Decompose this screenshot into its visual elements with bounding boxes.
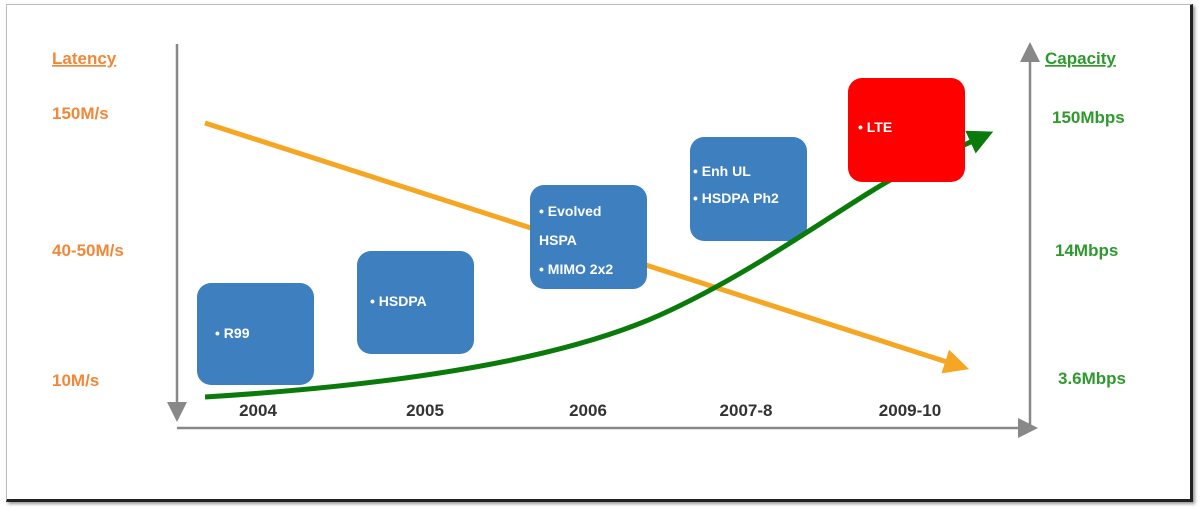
- svg-text:• Evolved: • Evolved: [539, 203, 601, 219]
- year-label-2004: 2004: [239, 401, 277, 420]
- box-r99: • R99: [197, 283, 314, 385]
- latency-label-10: 10M/s: [52, 371, 99, 390]
- latency-label-40-50: 40-50M/s: [52, 241, 124, 260]
- box-enh-ul: • Enh UL • HSDPA Ph2: [690, 137, 807, 241]
- box-hsdpa: • HSDPA: [357, 251, 474, 354]
- svg-text:HSPA: HSPA: [539, 232, 577, 248]
- box-evolved-hspa: • Evolved HSPA • MIMO 2x2: [530, 185, 647, 289]
- capacity-label-14: 14Mbps: [1055, 241, 1118, 260]
- year-label-2005: 2005: [406, 401, 444, 420]
- capacity-label-150: 150Mbps: [1052, 108, 1125, 127]
- svg-text:• HSDPA: • HSDPA: [370, 293, 427, 309]
- svg-text:• MIMO 2x2: • MIMO 2x2: [539, 261, 613, 277]
- latency-label-150: 150M/s: [52, 104, 109, 123]
- svg-text:• LTE: • LTE: [858, 119, 892, 135]
- box-lte: • LTE: [848, 78, 965, 182]
- year-label-2007-8: 2007-8: [720, 401, 773, 420]
- capacity-axis-title: Capacity: [1045, 49, 1116, 68]
- latency-axis-title: Latency: [52, 49, 117, 68]
- year-label-2006: 2006: [569, 401, 607, 420]
- capacity-trend-arrow: [204, 130, 994, 400]
- capacity-label-3-6: 3.6Mbps: [1058, 369, 1126, 388]
- svg-text:• HSDPA Ph2: • HSDPA Ph2: [693, 190, 779, 206]
- year-label-2009-10: 2009-10: [879, 401, 941, 420]
- svg-text:• R99: • R99: [215, 325, 250, 341]
- svg-text:• Enh UL: • Enh UL: [693, 163, 751, 179]
